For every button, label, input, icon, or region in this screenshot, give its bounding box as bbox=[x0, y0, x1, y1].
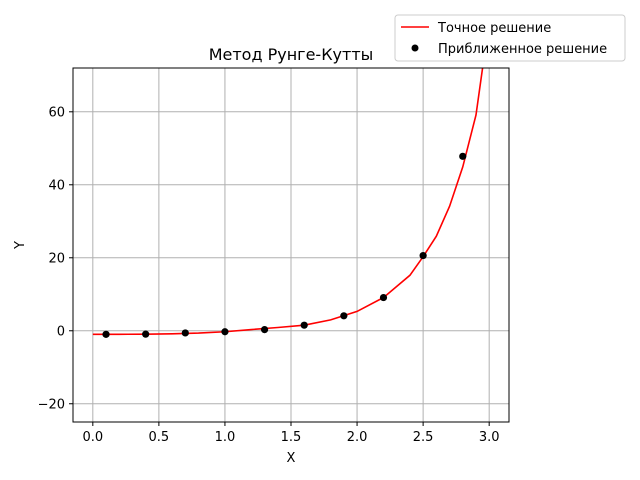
approx-solution-point bbox=[260, 325, 269, 334]
approx-solution-point bbox=[419, 251, 427, 260]
y-tick-label: −20 bbox=[38, 397, 65, 412]
legend-box bbox=[394, 14, 626, 62]
x-tick-label: 0.5 bbox=[149, 430, 170, 445]
chart-title: Метод Рунге-Кутты bbox=[209, 45, 374, 64]
grid-lines bbox=[73, 68, 509, 422]
approx-solution-point bbox=[181, 329, 189, 337]
approx-solution-point bbox=[142, 330, 150, 338]
x-axis-label: X bbox=[287, 451, 296, 466]
approximate-solution-points bbox=[102, 152, 467, 338]
x-tick-label: 2.0 bbox=[347, 430, 368, 445]
x-tick-label: 0.0 bbox=[82, 430, 103, 445]
y-tick-label: 0 bbox=[57, 324, 65, 339]
approx-solution-point bbox=[300, 321, 308, 329]
y-tick-label: 20 bbox=[48, 251, 65, 266]
y-tick-label: 60 bbox=[48, 105, 65, 120]
x-tick-label: 1.5 bbox=[281, 430, 302, 445]
y-axis-label: Y bbox=[13, 241, 28, 250]
legend-label-exact: Точное решение bbox=[437, 21, 551, 36]
approx-solution-point bbox=[221, 328, 229, 336]
legend-marker-swatch bbox=[411, 44, 419, 52]
x-axis-ticks: 0.0 0.5 1.0 1.5 2.0 2.5 3.0 bbox=[82, 422, 500, 445]
legend: Точное решение Приближенное решение bbox=[394, 14, 626, 62]
exact-solution-line bbox=[92, 68, 484, 336]
approx-solution-point bbox=[379, 293, 388, 302]
approx-solution-point bbox=[340, 312, 348, 320]
approx-solution-point bbox=[102, 330, 110, 338]
x-tick-label: 2.5 bbox=[413, 430, 434, 445]
legend-label-approx: Приближенное решение bbox=[438, 42, 607, 57]
y-tick-label: 40 bbox=[48, 178, 65, 193]
exact-solution-line-layer bbox=[92, 68, 484, 336]
x-tick-label: 3.0 bbox=[479, 430, 500, 445]
approx-solution-point bbox=[459, 152, 467, 160]
y-axis-ticks: −20 0 20 40 60 bbox=[38, 105, 73, 412]
x-tick-label: 1.0 bbox=[215, 430, 236, 445]
